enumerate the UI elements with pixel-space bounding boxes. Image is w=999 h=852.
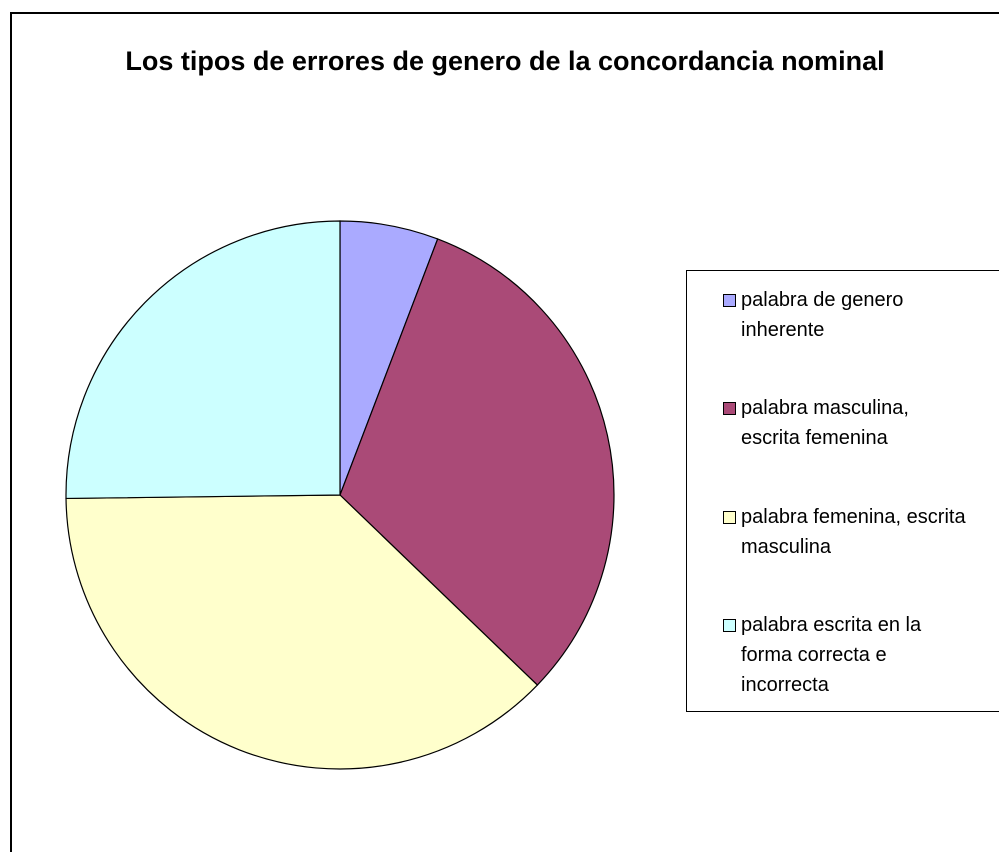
pie-slice bbox=[65, 220, 341, 500]
chart-title: Los tipos de errores de genero de la con… bbox=[125, 46, 885, 76]
legend-swatch bbox=[723, 402, 736, 415]
legend-entry: palabra femenina, escrita masculina bbox=[719, 502, 979, 562]
legend-swatch bbox=[723, 511, 736, 524]
legend-entry: palabra de genero inherente bbox=[719, 285, 979, 345]
pie-slice bbox=[65, 494, 539, 770]
legend-entry: palabra masculina, escrita femenina bbox=[719, 393, 979, 453]
chart-frame bbox=[10, 12, 999, 852]
legend: palabra de genero inherente palabra mascu… bbox=[686, 270, 999, 712]
legend-entry: palabra escrita en la forma correcta e i… bbox=[719, 610, 979, 700]
legend-swatch bbox=[723, 294, 736, 307]
legend-label: palabra escrita en la forma correcta e i… bbox=[741, 614, 922, 696]
legend-label: palabra femenina, escrita masculina bbox=[741, 506, 966, 558]
legend-label: palabra de genero inherente bbox=[741, 289, 904, 341]
legend-swatch bbox=[723, 619, 736, 632]
legend-label: palabra masculina, escrita femenina bbox=[741, 397, 909, 449]
pie-slice bbox=[339, 238, 615, 686]
